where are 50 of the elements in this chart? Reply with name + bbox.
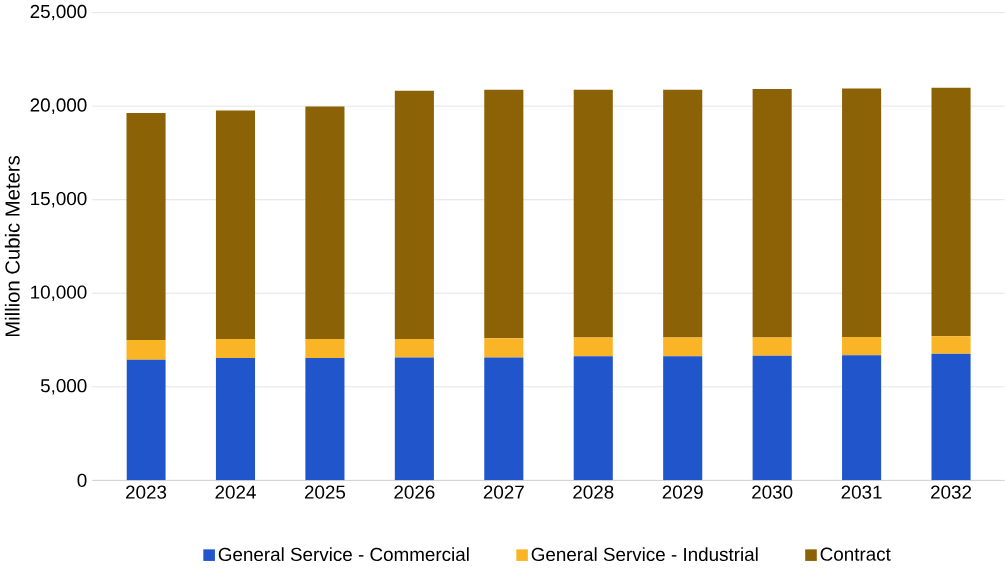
x-tick-label: 2028 [573,485,614,499]
bar [394,357,434,481]
y-tick-label: 5,000 [40,379,87,395]
bar [484,89,524,339]
bar [484,357,524,481]
bar [305,106,345,339]
bar [931,353,971,481]
x-tick-label: 2032 [931,485,972,499]
bar [752,337,792,356]
bar [394,338,434,358]
bar [215,338,256,359]
bar [305,338,345,359]
x-tick-label: 2030 [752,485,793,499]
bar [931,336,971,354]
x-tick-label: 2029 [662,485,703,499]
bar [842,337,882,356]
bar [126,359,166,481]
bar [126,340,166,360]
bar [573,89,613,338]
y-tick-label: 15,000 [31,191,87,208]
legend-label: Contract [820,547,891,561]
x-tick-label: 2027 [483,485,524,499]
bar [215,358,256,481]
bar [663,356,703,481]
y-axis-title: Million Cubic Meters [4,156,20,337]
y-tick-label: 25,000 [30,4,87,21]
bar [126,113,166,341]
x-tick-label: 2025 [304,485,346,499]
legend-label: General Service - Commercial [218,547,469,562]
bar [484,338,524,358]
x-tick-label: 2024 [215,485,256,499]
bar [752,355,792,481]
bar [842,355,882,481]
bar [573,356,613,481]
bar [215,110,256,339]
bar [931,87,971,337]
bar [842,88,882,338]
bar [663,337,703,357]
x-tick-label: 2026 [394,485,435,499]
x-tick-label: 2023 [126,485,167,499]
y-tick-label: 20,000 [30,98,87,114]
legend-label: General Service - Industrial [531,547,758,562]
bar [663,89,703,338]
y-tick-label: 10,000 [31,285,87,302]
bar [394,90,434,339]
bar [752,89,792,338]
x-tick-label: 2031 [841,485,882,499]
y-tick-label: 0 [77,473,87,488]
bar [305,358,345,481]
bar [573,337,613,357]
